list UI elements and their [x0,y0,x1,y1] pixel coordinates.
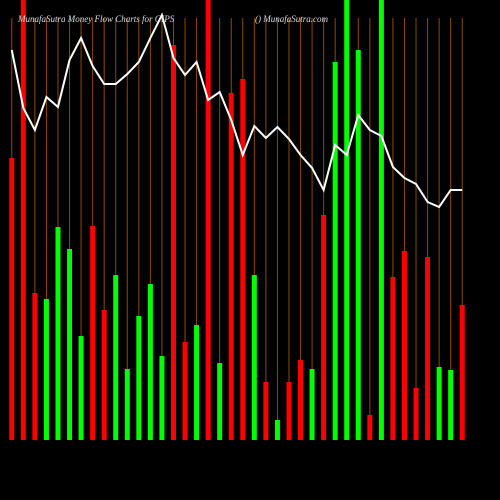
bar [205,0,211,440]
bar [251,275,257,440]
bar [67,249,73,440]
bar [425,257,431,440]
bar [309,369,315,440]
bar [55,227,61,440]
bar [401,251,407,440]
bar [159,356,165,440]
bar [78,336,84,440]
bar [355,50,361,440]
bar [228,93,234,440]
price-line [10,12,463,209]
bar [43,299,49,440]
bar [263,382,269,440]
bar [367,415,373,440]
bar [378,0,384,440]
bar [390,277,396,440]
bar [136,316,142,440]
bar [101,310,107,440]
chart-subtitle: () MunafaSutra.com [255,14,328,24]
bar [321,215,327,440]
bar [448,370,454,440]
bar [20,0,26,440]
bar [240,79,246,440]
bar [436,367,442,440]
chart-title: MunafaSutra Money Flow Charts for GIPS [17,14,175,24]
bar [124,369,130,440]
bar [113,275,119,440]
bar [182,342,188,440]
bar [217,363,223,440]
bar [286,382,292,440]
bar [298,360,304,440]
bar [344,0,350,440]
bar [332,62,338,440]
bar [170,45,176,440]
bar [32,293,38,440]
bar [413,388,419,440]
bar [9,158,15,440]
bar [147,284,153,440]
bar [274,420,280,440]
bar [194,325,200,440]
bar [90,226,96,440]
bar [459,305,465,440]
